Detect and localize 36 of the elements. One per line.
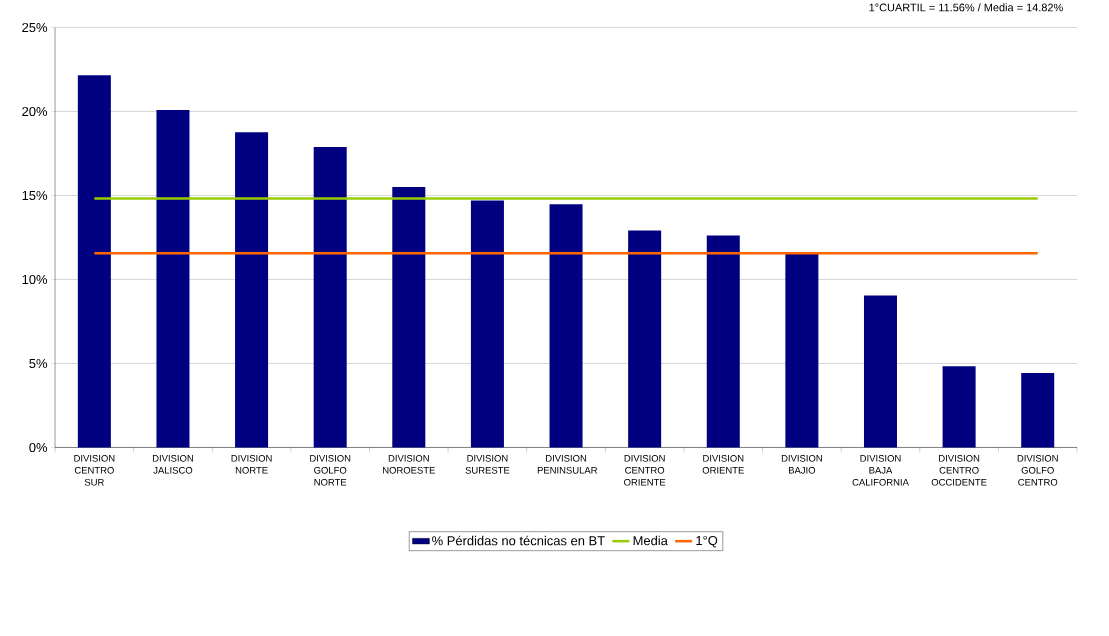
legend-label: 1°Q [696, 536, 718, 548]
bar [392, 187, 426, 448]
y-tick-label: 10% [22, 275, 48, 285]
y-tick-label: 25% [22, 23, 48, 33]
x-tick-label: DIVISION GOLFO CENTRO [1017, 455, 1058, 486]
bar [549, 204, 583, 448]
x-tick-label: DIVISION BAJA CALIFORNIA [852, 455, 909, 486]
bar [863, 295, 897, 448]
x-tick-label: DIVISION GOLFO NORTE [310, 455, 351, 486]
x-tick-label: DIVISION BAJIO [781, 455, 822, 474]
bar [706, 235, 740, 448]
x-tick-label: DIVISION CENTRO ORIENTE [624, 455, 666, 486]
legend-label: Media [633, 535, 668, 546]
x-tick-label: DIVISION CENTRO SUR [74, 455, 115, 486]
bar [77, 75, 111, 448]
x-tick-label: DIVISION ORIENTE [702, 455, 744, 474]
y-tick-label: 5% [29, 359, 48, 369]
x-tick-label: DIVISION NORTE [231, 455, 272, 474]
x-tick-label: DIVISION SURESTE [465, 455, 510, 474]
bar [235, 132, 269, 448]
x-tick-label: DIVISION JALISCO [152, 455, 193, 474]
bar [628, 230, 662, 448]
y-tick-label: 0% [29, 443, 48, 453]
bar [470, 200, 504, 448]
y-tick-label: 20% [22, 107, 48, 117]
bar [785, 253, 819, 448]
y-tick-label: 15% [22, 191, 48, 201]
x-tick-label: DIVISION NOROESTE [383, 455, 435, 474]
text: 1°CUARTIL = 11.56% / Media = 14.82% [869, 3, 1063, 12]
bar [942, 366, 976, 448]
x-tick-label: DIVISION PENINSULAR [537, 455, 598, 474]
bar [313, 147, 347, 448]
bar [1021, 373, 1055, 448]
legend-label: % Pérdidas no técnicas en BT [432, 535, 605, 546]
bar [156, 110, 190, 448]
x-tick-label: DIVISION CENTRO OCCIDENTE [931, 455, 987, 486]
